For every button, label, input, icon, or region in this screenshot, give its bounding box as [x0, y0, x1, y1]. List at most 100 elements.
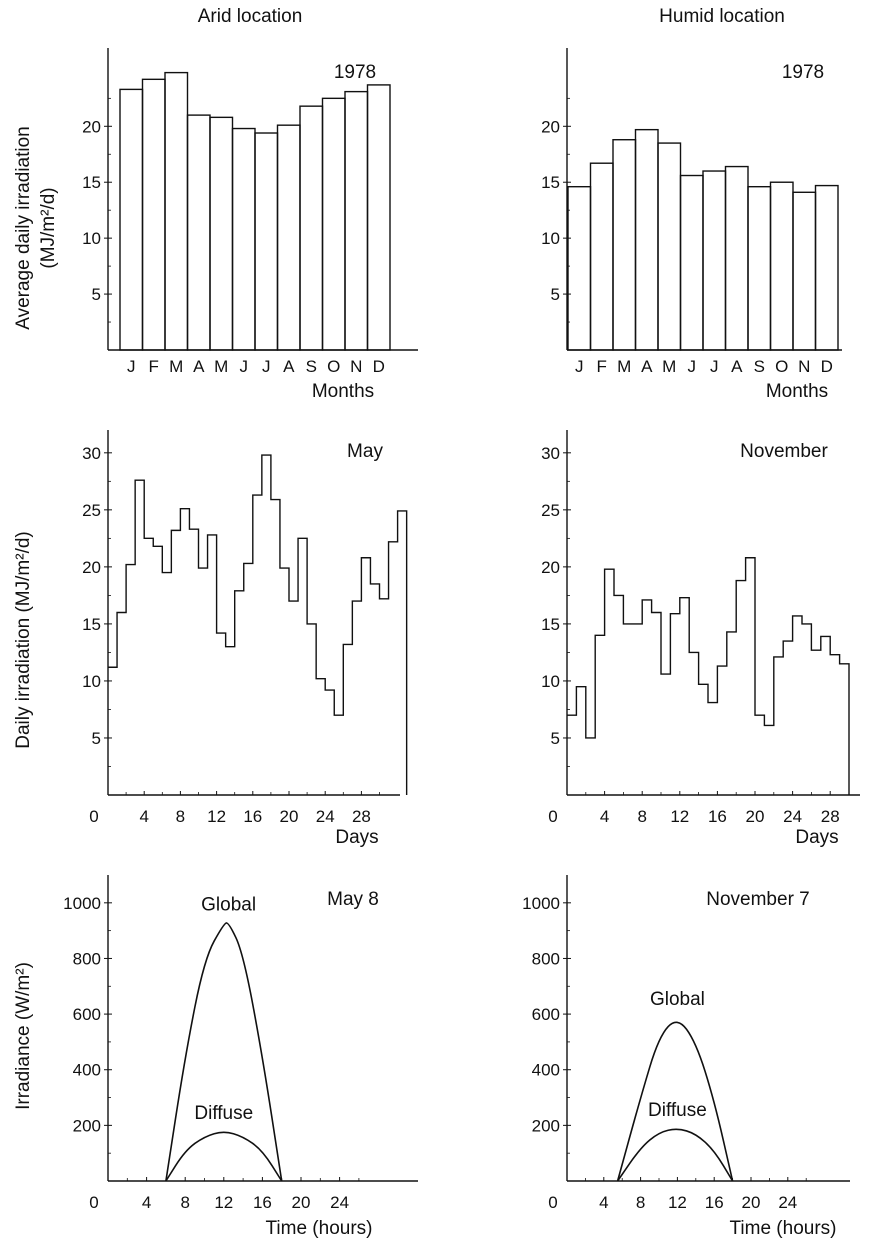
bar: [141, 78, 166, 351]
x-tick-label: 4: [600, 807, 609, 826]
x-tick-label: M: [662, 357, 676, 376]
y-tick-label: 1000: [63, 894, 101, 913]
y-tick-label: 200: [532, 1116, 560, 1135]
y-tick-label: 600: [532, 1005, 560, 1024]
y-tick-label: 10: [541, 672, 560, 691]
y-tick-label: 200: [73, 1116, 101, 1135]
bar: [814, 184, 839, 351]
x-tick-label: M: [214, 357, 228, 376]
bar: [164, 71, 189, 351]
series-line-global: [616, 1021, 734, 1182]
bar: [186, 114, 211, 351]
bar: [209, 116, 234, 351]
x-tick-label: S: [306, 357, 317, 376]
y-tick-label: 20: [541, 558, 560, 577]
arid-column-title: Arid location: [198, 6, 303, 27]
y-tick-label: 600: [73, 1005, 101, 1024]
x-tick-label: A: [641, 357, 653, 376]
y-tick-label: 25: [82, 501, 101, 520]
y-tick-label: 10: [82, 672, 101, 691]
y-tick-label: 5: [92, 285, 101, 304]
series-line-diffuse: [165, 1131, 283, 1182]
panel-annotation: 1978: [782, 62, 824, 83]
y-tick-label: 5: [92, 729, 101, 748]
x-tick-label: F: [597, 357, 607, 376]
bar: [231, 127, 256, 351]
x-tick-label: 20: [746, 807, 765, 826]
x-tick-label: 24: [330, 1193, 349, 1212]
bar: [634, 128, 659, 351]
x-tick-label: J: [710, 357, 719, 376]
bar: [612, 139, 637, 351]
humid-column-title: Humid location: [659, 6, 785, 27]
x-tick-label: 0: [548, 1193, 557, 1212]
chart-panel-arid-hourly: 200 400 600 800 1000 May 8 Time (hours) 0 4 8 12 16…: [63, 875, 418, 1239]
x-tick-label: 4: [599, 1193, 608, 1212]
row-label-daily: Daily irradiation (MJ/m²/d): [13, 531, 34, 748]
x-tick-label: 12: [670, 807, 689, 826]
x-tick-label: 12: [214, 1193, 233, 1212]
x-tick-label: J: [240, 357, 249, 376]
chart-panel-arid-daily: 5 10 15 20 25 30 May Days 0 4 8 12 16 20 24 28: [82, 430, 408, 848]
bar: [657, 142, 682, 351]
panel-annotation: 1978: [334, 62, 376, 83]
series-label: Global: [650, 989, 705, 1010]
y-tick-label: 800: [73, 949, 101, 968]
series-label: Global: [201, 894, 256, 915]
x-tick-label: 24: [783, 807, 802, 826]
x-tick-label: 20: [292, 1193, 311, 1212]
x-axis-label: Months: [766, 381, 828, 402]
x-tick-label: 28: [821, 807, 840, 826]
y-tick-label: 20: [82, 558, 101, 577]
y-tick-label: 5: [551, 285, 560, 304]
x-tick-label: O: [775, 357, 788, 376]
x-tick-label: O: [327, 357, 340, 376]
x-tick-label: J: [688, 357, 697, 376]
y-tick-label: 800: [532, 949, 560, 968]
x-tick-label: J: [575, 357, 584, 376]
bar: [366, 84, 391, 351]
x-tick-label: F: [149, 357, 159, 376]
x-tick-label: 20: [742, 1193, 761, 1212]
x-tick-label: 0: [548, 807, 557, 826]
y-tick-label: 15: [541, 615, 560, 634]
y-tick-label: 25: [541, 501, 560, 520]
x-tick-label: A: [731, 357, 743, 376]
x-tick-label: 16: [708, 807, 727, 826]
bar: [724, 165, 749, 351]
y-tick-label: 400: [532, 1061, 560, 1080]
x-tick-label: 0: [89, 807, 98, 826]
y-tick-label: 5: [551, 729, 560, 748]
bar: [589, 162, 614, 351]
x-axis-label: Time (hours): [266, 1218, 373, 1239]
series-line-global: [165, 922, 283, 1182]
x-tick-label: 8: [637, 807, 646, 826]
y-tick-label: 400: [73, 1061, 101, 1080]
bar: [344, 90, 369, 351]
y-tick-label: 10: [541, 229, 560, 248]
bar: [299, 105, 324, 351]
y-tick-label: 1000: [522, 894, 560, 913]
bar: [254, 132, 279, 351]
x-tick-label: J: [127, 357, 136, 376]
x-tick-label: 24: [778, 1193, 797, 1212]
series-label: Diffuse: [194, 1103, 253, 1124]
series-label: Diffuse: [648, 1100, 707, 1121]
chart-panel-humid-hourly: 200 400 600 800 1000 November 7 Time (hours) 0 4…: [522, 875, 850, 1239]
daily-step-line: [567, 557, 850, 795]
x-tick-label: 20: [280, 807, 299, 826]
x-tick-label: M: [169, 357, 183, 376]
row-label-monthly: Average daily irradiation: [13, 126, 34, 330]
bar: [567, 185, 592, 351]
y-tick-label: 15: [82, 173, 101, 192]
panel-annotation: May 8: [327, 889, 379, 910]
x-tick-label: 16: [705, 1193, 724, 1212]
y-tick-label: 10: [82, 229, 101, 248]
x-tick-label: N: [798, 357, 810, 376]
x-tick-label: 4: [142, 1193, 151, 1212]
x-tick-label: N: [350, 357, 362, 376]
row-label-hourly: Irradiance (W/m²): [13, 962, 34, 1110]
